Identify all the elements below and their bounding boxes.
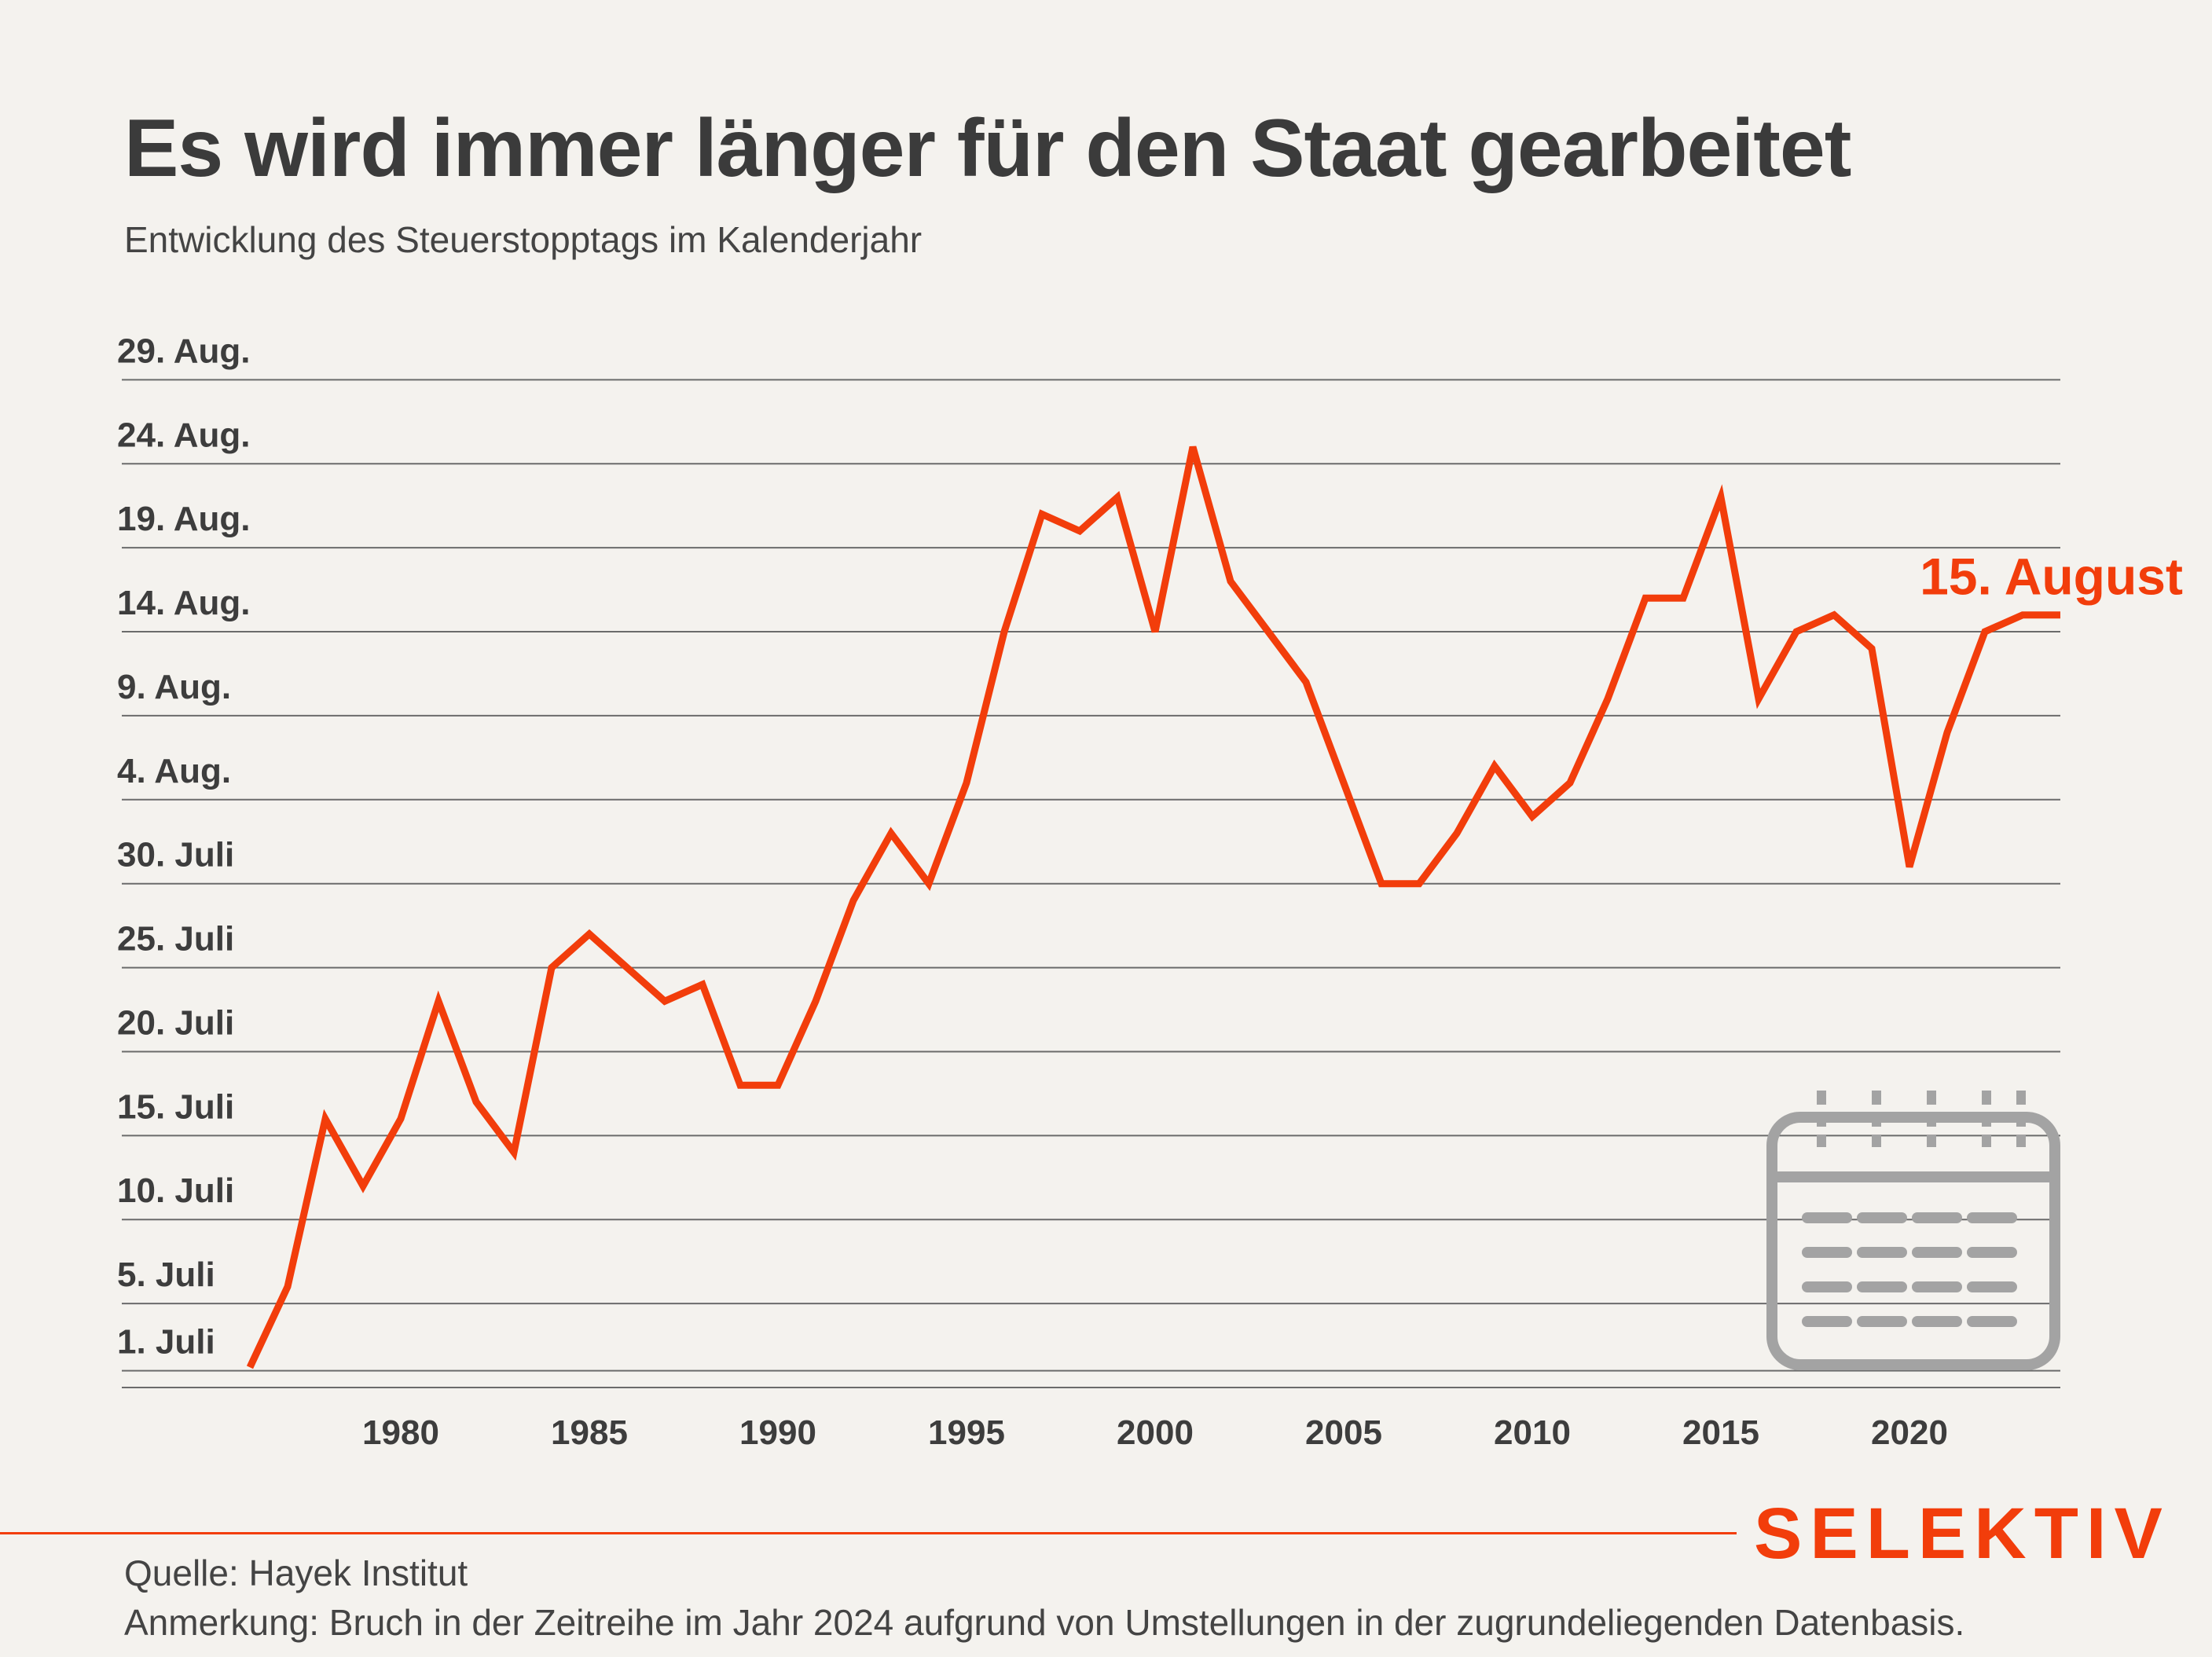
x-tick-label: 1990	[739, 1413, 816, 1452]
x-tick-label: 2005	[1305, 1413, 1382, 1452]
line-chart: 1. Juli 5. Juli 10. Juli 15. Juli 20. Juli 25…	[117, 332, 2183, 1452]
calendar-icon	[1766, 1091, 2060, 1370]
calendar-frame	[1766, 1112, 2060, 1370]
y-tick-label: 9. Aug.	[117, 668, 231, 706]
chart-subtitle: Entwicklung des Steuerstopptags im Kalen…	[124, 219, 923, 260]
x-tick-label: 2000	[1117, 1413, 1194, 1452]
annotations: 15. August	[1920, 548, 2183, 606]
y-tick-label: 29. Aug.	[117, 332, 251, 370]
y-axis-ticks: 1. Juli 5. Juli 10. Juli 15. Juli 20. Juli 25…	[117, 332, 251, 1361]
source-note: Quelle: Hayek Institut	[124, 1553, 468, 1593]
series-line	[246, 445, 2060, 1369]
annotation-label: 15. August	[1920, 548, 2183, 606]
x-tick-label: 1985	[551, 1413, 628, 1452]
y-tick-label: 10. Juli	[117, 1171, 234, 1210]
x-tick-label: 2020	[1871, 1413, 1948, 1452]
y-tick-label: 30. Juli	[117, 836, 234, 874]
footnote: Anmerkung: Bruch in der Zeitreihe im Jah…	[124, 1602, 1965, 1643]
y-tick-label: 19. Aug.	[117, 500, 251, 538]
series-lines	[246, 445, 2060, 1369]
gridlines	[122, 379, 2060, 1388]
y-tick-label: 5. Juli	[117, 1256, 215, 1294]
y-tick-label: 20. Juli	[117, 1003, 234, 1042]
x-tick-label: 1980	[362, 1413, 439, 1452]
x-tick-label: 1995	[928, 1413, 1005, 1452]
chart-title: Es wird immer länger für den Staat gearb…	[124, 103, 1851, 194]
footer-divider	[0, 1532, 1737, 1534]
y-tick-label: 24. Aug.	[117, 416, 251, 454]
x-axis-ticks: 1980 1985 1990 1995 2000 2005 2010 2015 2020	[362, 1413, 1948, 1452]
brand-logo: SELEKTIV	[1754, 1494, 2170, 1574]
y-tick-label: 15. Juli	[117, 1087, 234, 1126]
x-tick-label: 2015	[1682, 1413, 1759, 1452]
x-tick-label: 2010	[1494, 1413, 1571, 1452]
y-tick-label: 14. Aug.	[117, 584, 251, 622]
y-tick-label: 25. Juli	[117, 920, 234, 959]
y-tick-label: 4. Aug.	[117, 752, 231, 790]
y-tick-label: 1. Juli	[117, 1323, 215, 1362]
